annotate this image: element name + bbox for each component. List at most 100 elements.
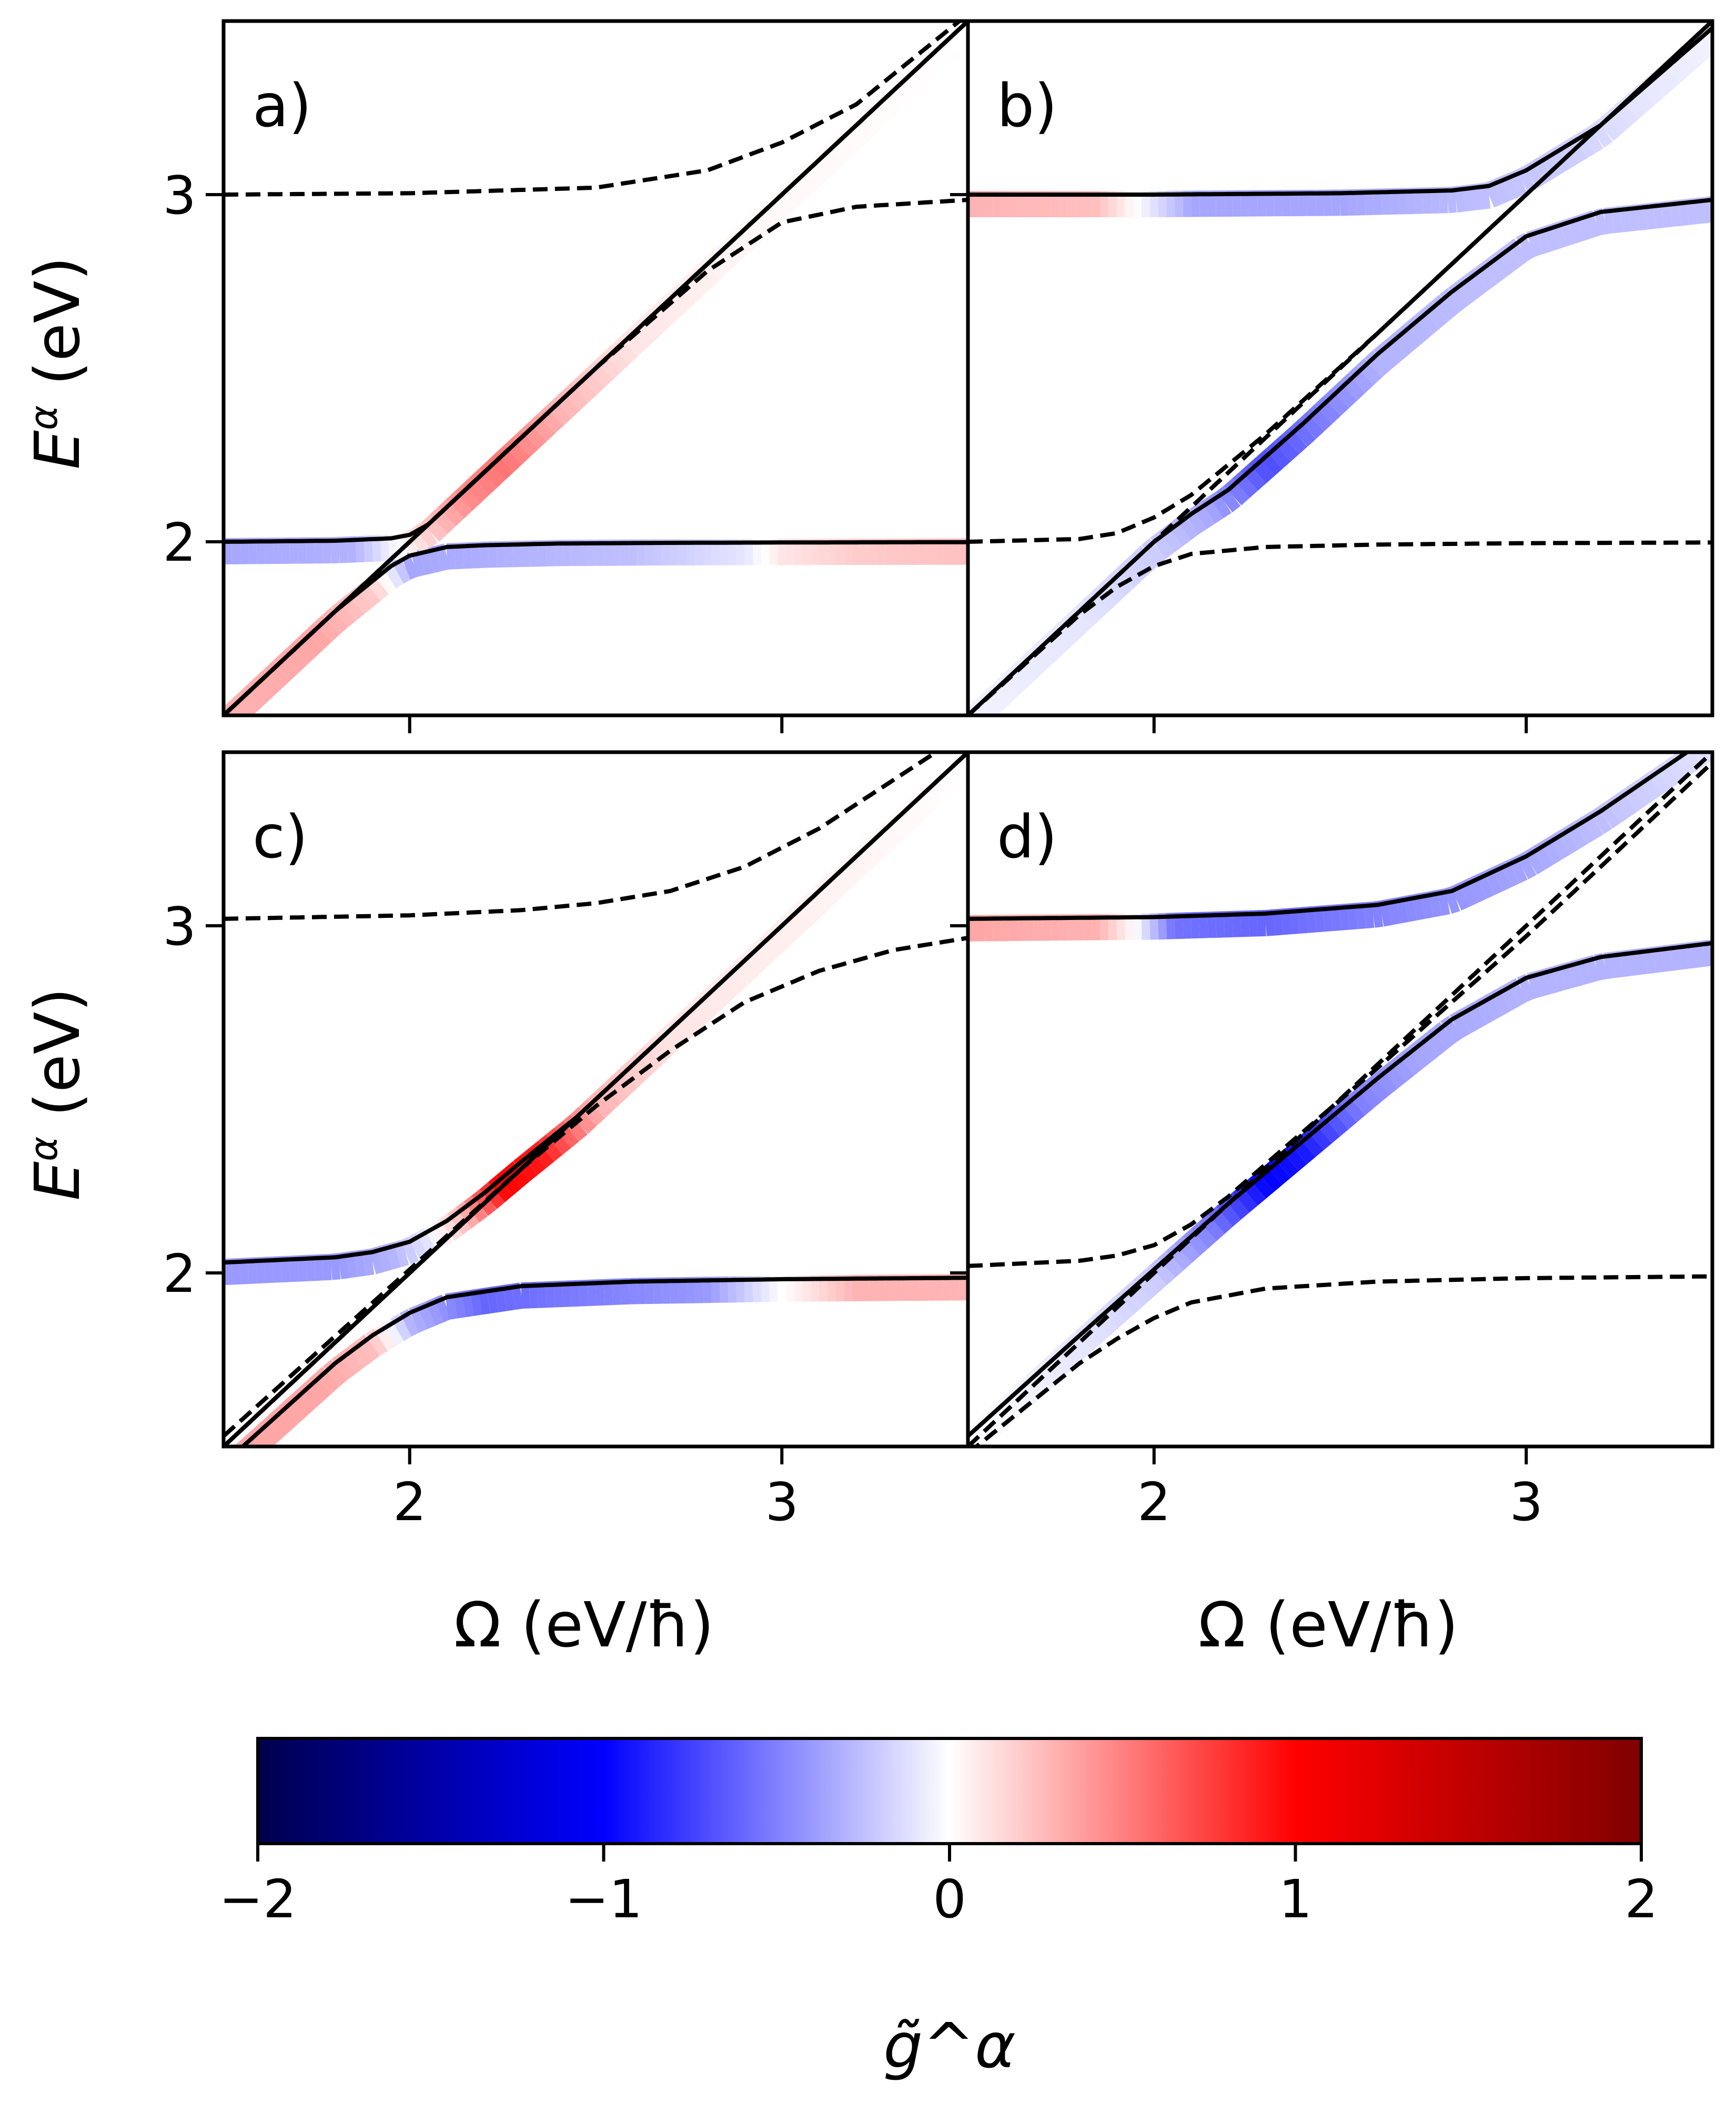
- g-tilde-segment-upper: [1500, 173, 1519, 201]
- g-tilde-segment-lower: [1381, 336, 1407, 363]
- g-tilde-segment-lower: [494, 1285, 507, 1312]
- g-tilde-segment-upper: [1639, 773, 1662, 801]
- g-tilde-segment-upper: [1428, 889, 1442, 917]
- g-tilde-segment-lower: [419, 547, 433, 575]
- g-tilde-segment-lower: [1644, 946, 1657, 974]
- g-tilde-segment-lower: [264, 1411, 290, 1439]
- g-tilde-segment-lower: [1669, 944, 1681, 971]
- g-tilde-segment-upper: [1581, 812, 1603, 839]
- g-tilde-segment-lower: [537, 1281, 547, 1308]
- g-tilde-segment-middle: [909, 59, 936, 87]
- bare-band-upper: [968, 21, 1712, 544]
- g-tilde-segment-lower: [289, 638, 316, 665]
- g-tilde-segment-lower: [1373, 1068, 1398, 1095]
- g-tilde-segment-lower: [1390, 1055, 1415, 1082]
- g-tilde-segment-lower: [1091, 1309, 1117, 1337]
- g-tilde-segment-lower: [1141, 538, 1167, 565]
- g-tilde-segment-middle: [644, 306, 671, 333]
- g-tilde-segment-lower: [1207, 1207, 1233, 1234]
- g-tilde-segment-upper: [1531, 156, 1554, 184]
- g-tilde-segment-upper: [1662, 56, 1688, 84]
- g-tilde-segment-lower: [502, 1283, 515, 1311]
- g-tilde-segment-lower: [587, 1279, 597, 1306]
- g-tilde-segment-lower: [224, 1466, 232, 1473]
- g-tilde-segment-lower: [1150, 531, 1175, 559]
- g-tilde-segment-middle: [793, 167, 820, 195]
- g-tilde-segment-middle: [553, 391, 580, 418]
- g-tilde-segment-middle: [860, 837, 886, 864]
- g-tilde-segment-upper: [1306, 906, 1317, 933]
- g-tilde-segment-middle: [851, 844, 878, 872]
- g-tilde-segment-lower: [382, 561, 405, 589]
- g-tilde-segment-lower: [469, 1289, 482, 1316]
- g-tilde-segment-lower: [390, 1313, 412, 1341]
- g-tilde-segment-lower: [1414, 308, 1440, 336]
- g-tilde-segment-lower: [1516, 232, 1537, 261]
- g-tilde-segment-lower: [356, 580, 381, 608]
- g-tilde-segment-middle: [529, 414, 556, 441]
- g-tilde-segment-upper: [1281, 908, 1292, 935]
- g-tilde-segment-lower: [1481, 257, 1506, 285]
- g-tilde-segment-lower: [1415, 1035, 1439, 1063]
- g-tilde-segment-middle: [416, 1228, 437, 1256]
- g-tilde-segment-lower: [1257, 449, 1283, 477]
- g-tilde-underlay: [224, 21, 968, 715]
- g-tilde-segment-upper: [1670, 49, 1697, 76]
- g-tilde-segment-upper: [1679, 42, 1704, 69]
- g-tilde-segment-middle: [686, 999, 712, 1026]
- g-tilde-segment-lower: [1182, 1229, 1208, 1256]
- g-tilde-segment-upper: [1371, 901, 1384, 928]
- g-tilde-segment-upper: [1557, 827, 1579, 855]
- g-tilde-segment-middle: [744, 214, 770, 241]
- g-tilde-segment-lower: [1576, 213, 1592, 241]
- g-tilde-segment-lower: [322, 607, 348, 635]
- g-tilde-segment-upper: [1606, 795, 1629, 823]
- g-tilde-segment-lower: [1306, 404, 1333, 431]
- g-tilde-segment-middle: [314, 1254, 324, 1281]
- g-tilde-segment-upper: [1621, 92, 1647, 119]
- g-tilde-segment-lower: [546, 1281, 555, 1308]
- g-tilde-segment-middle: [785, 906, 812, 934]
- g-tilde-segment-lower: [364, 573, 389, 601]
- g-tilde-segment-middle: [802, 159, 829, 187]
- g-tilde-segment-middle: [826, 136, 853, 164]
- g-tilde-segment-middle: [843, 852, 870, 879]
- g-tilde-segment-lower: [1482, 992, 1504, 1020]
- bare-band-photon: [968, 21, 1712, 715]
- g-tilde-segment-upper: [1483, 867, 1503, 895]
- g-tilde-segment-upper: [1467, 875, 1487, 903]
- g-tilde-segment-lower: [1298, 1130, 1324, 1157]
- panel-tag: d): [997, 803, 1057, 872]
- dressed-band-lower: [239, 1276, 968, 1446]
- g-tilde-segment-lower: [1290, 419, 1316, 447]
- g-tilde-segment-lower: [1422, 301, 1448, 329]
- g-tilde-segment-lower: [272, 653, 299, 681]
- g-tilde-segment-upper: [1330, 904, 1341, 932]
- colorbar-tick-label: 1: [1279, 1868, 1313, 1930]
- g-tilde-segment-middle: [377, 1244, 393, 1272]
- g-tilde-segment-middle: [818, 144, 845, 171]
- g-tilde-segment-upper: [1597, 801, 1621, 829]
- g-tilde-segment-upper: [1589, 120, 1613, 148]
- g-tilde-segment-middle: [387, 533, 399, 561]
- g-tilde-segment-middle: [851, 113, 878, 140]
- g-tilde-segment-lower: [1025, 645, 1052, 673]
- g-tilde-segment-lower: [239, 684, 266, 712]
- g-tilde-segment-lower: [1611, 950, 1623, 978]
- g-tilde-segment-lower: [1273, 434, 1299, 462]
- g-tilde-segment-lower: [1365, 1074, 1390, 1102]
- g-tilde-segment-middle: [636, 314, 663, 341]
- y-tick-label: 2: [163, 1243, 196, 1304]
- g-tilde-segment-middle: [669, 283, 696, 310]
- g-tilde-segment-lower: [1315, 1116, 1340, 1144]
- g-tilde-segment-lower: [232, 1459, 240, 1466]
- g-tilde-segment-middle: [868, 98, 894, 125]
- g-tilde-segment-upper: [1647, 767, 1670, 795]
- g-tilde-segment-lower: [1576, 957, 1592, 985]
- g-tilde-segment-lower: [1290, 1137, 1316, 1164]
- y-axis-label-top: Eα (eV): [21, 257, 94, 470]
- g-tilde-segment-lower: [1240, 1178, 1266, 1206]
- g-tilde-segment-upper: [1471, 183, 1482, 211]
- g-tilde-segment-middle: [346, 1251, 358, 1278]
- g-tilde-segment-middle: [893, 806, 919, 833]
